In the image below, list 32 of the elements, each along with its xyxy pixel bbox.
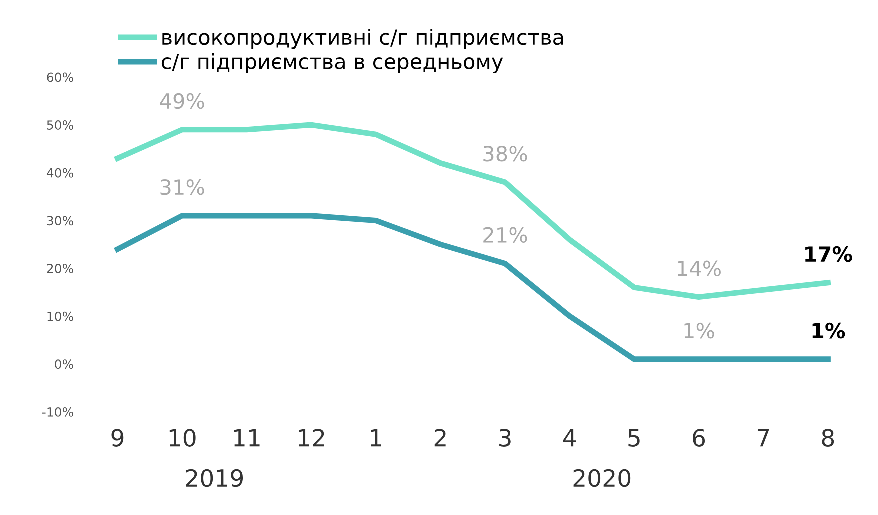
x-tick-label: 5 <box>628 429 640 447</box>
data-label: 1% <box>684 322 714 339</box>
legend-label: високопродуктивні с/г підприємства <box>162 29 564 50</box>
text: 2020 <box>574 469 631 488</box>
x-tick-label: 7 <box>758 429 770 447</box>
data-label: 14% <box>678 260 721 277</box>
x-tick-label: 10 <box>170 429 196 447</box>
x-tick-label: 2 <box>434 429 446 447</box>
x-tick-label: 8 <box>822 429 834 447</box>
text: 2019 <box>186 469 244 488</box>
y-tick-label: -10% <box>42 407 74 417</box>
x-tick-label: 6 <box>693 429 706 447</box>
y-tick-label: 30% <box>47 216 74 226</box>
x-tick-label: 3 <box>500 429 511 447</box>
x-tick-label: 11 <box>234 429 260 447</box>
y-tick-label: 40% <box>46 168 74 178</box>
x-tick-label: 1 <box>371 429 382 447</box>
data-label: 1% <box>812 322 846 339</box>
data-label: 21% <box>484 227 528 244</box>
data-label: 17% <box>806 246 852 262</box>
y-tick-label: 10% <box>48 312 74 322</box>
x-tick-label: 9 <box>112 429 124 447</box>
data-label: 38% <box>484 146 528 162</box>
x-tick-label: 12 <box>299 429 324 447</box>
y-tick-label: 50% <box>47 120 74 130</box>
x-tick-label: 4 <box>563 429 576 447</box>
data-label: 31% <box>160 179 204 196</box>
legend-label: с/г підприємства в середньому <box>162 53 504 74</box>
y-tick-label: 60% <box>47 72 74 82</box>
y-tick-label: 0% <box>55 360 74 370</box>
y-tick-label: 20% <box>47 264 74 274</box>
data-label: 49% <box>160 93 204 110</box>
